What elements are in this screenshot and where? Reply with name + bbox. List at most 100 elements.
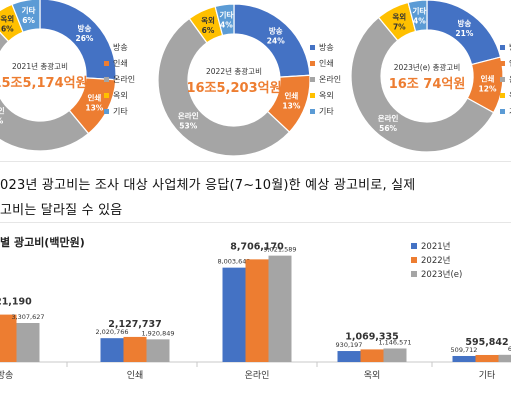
section-divider xyxy=(0,161,511,162)
slice-label: 옥외 xyxy=(392,12,406,22)
slice-label: 인쇄 xyxy=(481,74,495,84)
category-label: 옥외 xyxy=(364,369,381,381)
donut-slice xyxy=(350,16,495,153)
bar xyxy=(222,267,246,362)
data-label: 2,020,766 xyxy=(95,328,128,336)
slice-label: 온라인 xyxy=(178,110,199,120)
legend-swatch xyxy=(411,271,417,277)
legend-label: 인쇄 xyxy=(319,58,334,68)
bar xyxy=(100,338,124,362)
donut-center-value: 15조5,174억원 xyxy=(0,76,88,91)
bar xyxy=(337,351,361,362)
data-label: 1,069,335 xyxy=(345,331,399,342)
legend-swatch xyxy=(500,61,505,66)
legend-label: 인쇄 xyxy=(113,58,128,68)
legend-label: 옥외 xyxy=(319,90,334,100)
slice-percent: 7% xyxy=(393,23,406,32)
bar xyxy=(245,259,269,362)
legend-label: 방송 xyxy=(319,42,334,52)
donut-center-title: 2021년 총광고비 xyxy=(12,61,68,71)
chart-title: 별 광고비(백만원) xyxy=(0,235,85,249)
legend-swatch xyxy=(500,93,505,98)
slice-label: 기타 xyxy=(22,5,36,15)
note-line-2: 고비는 달라질 수 있음 xyxy=(0,203,123,218)
data-label: 2,127,737 xyxy=(108,319,162,330)
bar xyxy=(475,354,499,362)
category-label: 기타 xyxy=(479,370,496,381)
slice-label: 기타 xyxy=(219,9,233,19)
data-label: 4,021,190 xyxy=(0,297,32,308)
donut-center-value: 16조 74억원 xyxy=(389,77,466,92)
slice-label: 방송 xyxy=(78,23,92,33)
legend-swatch xyxy=(411,243,417,249)
legend-swatch xyxy=(104,93,109,98)
bar xyxy=(16,323,40,362)
slice-label: 온라인 xyxy=(0,105,5,115)
slice-percent: 21% xyxy=(455,29,473,38)
legend-swatch xyxy=(310,77,315,82)
data-label: 930,197 xyxy=(336,341,363,349)
slice-percent: 49% xyxy=(0,116,4,125)
legend-label: 2023년(e) xyxy=(421,269,462,280)
legend-label: 온라인 xyxy=(319,74,341,84)
legend-label: 옥외 xyxy=(113,90,128,100)
slice-percent: 6% xyxy=(202,26,215,35)
bar-chart: 별 광고비(백만원)0564,021,1903,307,627방송2,020,7… xyxy=(0,235,511,381)
data-label: 509,712 xyxy=(451,346,478,354)
category-label: 온라인 xyxy=(245,370,270,381)
slice-label: 방송 xyxy=(269,26,283,36)
legend-swatch xyxy=(310,61,315,66)
legend-swatch xyxy=(310,93,315,98)
legend-swatch xyxy=(500,45,505,50)
donut-slice xyxy=(0,31,90,152)
slice-percent: 12% xyxy=(479,85,497,94)
donut-center-title: 2022년 총광고비 xyxy=(206,66,262,76)
data-label: 3,307,627 xyxy=(11,313,44,321)
legend-label: 옥외 xyxy=(509,90,511,100)
bar xyxy=(0,314,17,362)
legend-swatch xyxy=(500,109,505,114)
bar xyxy=(268,255,292,362)
bar xyxy=(146,339,170,362)
legend-label: 기타 xyxy=(509,107,511,116)
slice-percent: 13% xyxy=(282,102,300,111)
donut-center-value: 16조5,203억원 xyxy=(186,81,281,96)
category-label: 인쇄 xyxy=(127,370,144,381)
donut-slice xyxy=(11,0,41,34)
bar xyxy=(452,355,476,362)
slice-label: 인쇄 xyxy=(284,91,298,101)
legend-swatch xyxy=(104,109,109,114)
slice-percent: 24% xyxy=(267,37,285,46)
legend-swatch xyxy=(310,45,315,50)
data-label: 595,842 xyxy=(465,337,508,348)
slice-percent: 4% xyxy=(220,20,233,29)
legend-label: 방송 xyxy=(113,42,128,52)
data-label: 1,920,849 xyxy=(141,329,174,337)
category-label: 방송 xyxy=(0,370,13,381)
data-label: 1,146,571 xyxy=(378,338,411,346)
legend-label: 인쇄 xyxy=(509,58,511,68)
slice-label: 기타 xyxy=(412,5,426,15)
slice-label: 방송 xyxy=(457,18,471,28)
section-divider xyxy=(0,222,511,223)
bar xyxy=(123,336,147,362)
bar xyxy=(498,354,511,362)
slice-percent: 6% xyxy=(22,16,35,25)
legend-swatch xyxy=(104,77,109,82)
legend-swatch xyxy=(411,257,417,263)
slice-percent: 26% xyxy=(75,34,93,43)
data-label: 8,003,643 xyxy=(217,258,250,266)
legend-label: 기타 xyxy=(113,107,128,116)
slice-percent: 13% xyxy=(85,104,103,113)
slice-label: 옥외 xyxy=(0,13,14,23)
slice-percent: 6% xyxy=(1,24,14,33)
data-label: 6 xyxy=(508,345,511,353)
donut-slice xyxy=(157,17,291,157)
legend-label: 방송 xyxy=(509,42,511,52)
bar xyxy=(383,348,407,362)
legend-label: 온라인 xyxy=(113,74,135,84)
donut-center-title: 2023년(e) 총광고비 xyxy=(394,62,460,72)
legend-label: 2021년 xyxy=(421,241,450,252)
